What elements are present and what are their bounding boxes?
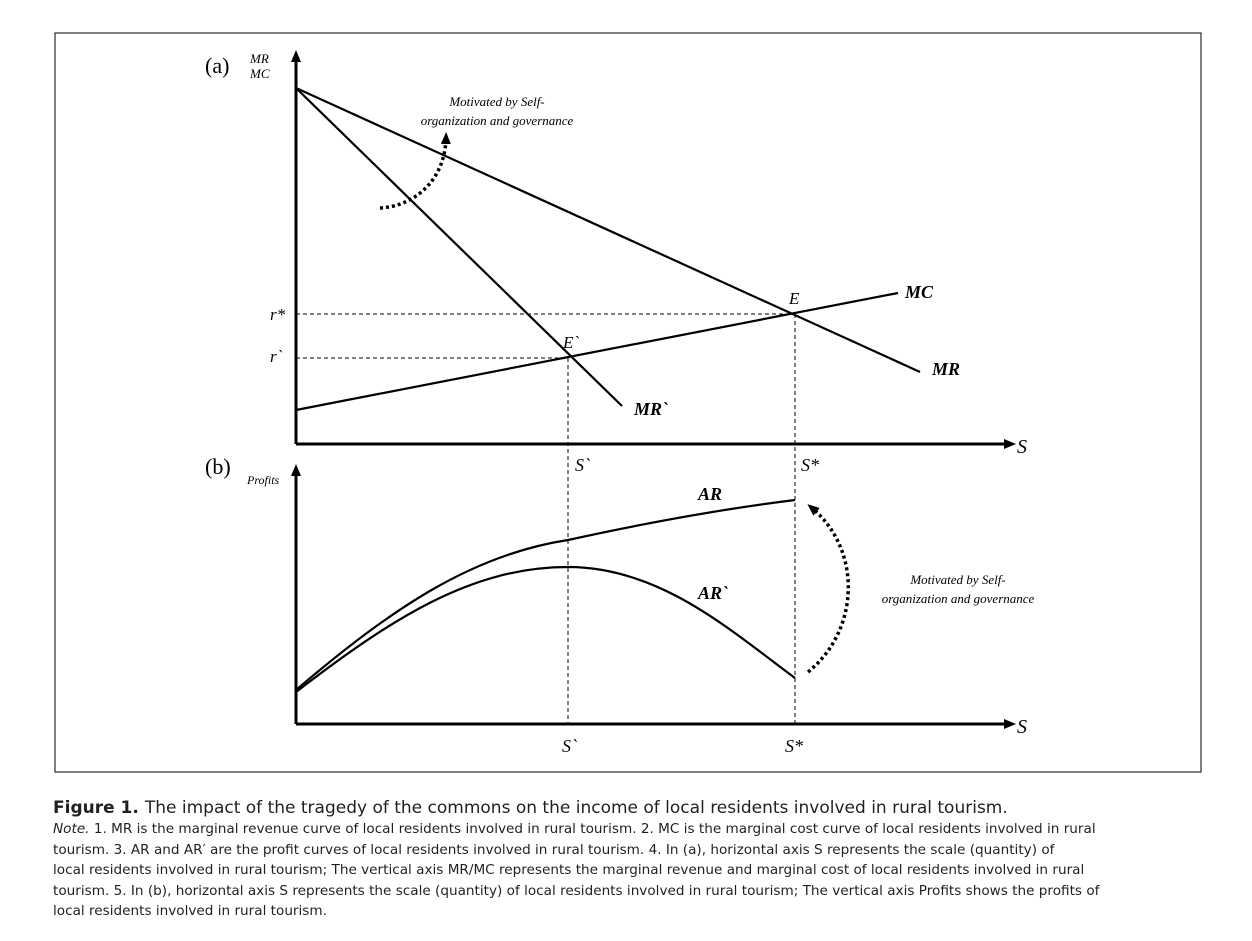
dotted-arrow-b [806, 504, 850, 674]
figure-diagram: (a) MR MC S r* r` E E` MC MR MR` S` S* M… [54, 32, 1202, 773]
r-prime-label: r` [270, 347, 283, 366]
mc-curve [295, 291, 899, 412]
y-axis-label-mr: MR [249, 51, 269, 66]
s-star-tick-b: S* [785, 736, 803, 756]
mr-prime-label: MR` [633, 399, 668, 419]
note-line: tourism. 3. AR and AR′ are the profit cu… [53, 841, 1055, 858]
caption-title: Figure 1. The impact of the tragedy of th… [53, 797, 1213, 819]
y-axis-label-mc: MC [249, 66, 270, 81]
r-star-label: r* [270, 305, 286, 324]
ar-prime-curve [295, 565, 796, 693]
figure-caption: Figure 1. The impact of the tragedy of th… [53, 797, 1213, 922]
ar-label: AR [697, 484, 722, 504]
note-line: local residents involved in rural touris… [53, 862, 1085, 879]
annotation-b-line1: Motivated by Self- [909, 572, 1005, 587]
s-prime-tick-a: S` [575, 455, 590, 475]
panel-a-label: (a) [205, 53, 229, 78]
e-prime-label: E` [562, 333, 579, 352]
x-axis-label-b: S [1017, 716, 1027, 738]
annotation-a-line1: Motivated by Self- [448, 94, 544, 109]
mr-curve [295, 86, 921, 374]
s-prime-tick-b: S` [562, 736, 577, 756]
figure-frame [54, 32, 1202, 773]
mr-prime-curve [295, 87, 623, 407]
ar-curve [295, 498, 796, 691]
panel-b: (b) Profits S AR AR` Motivated by Self- … [205, 454, 1035, 756]
annotation-b-line2: organization and governance [882, 591, 1035, 606]
e-label: E [788, 289, 800, 308]
ar-prime-label: AR` [697, 583, 728, 603]
note-label: Note. [53, 821, 90, 837]
caption-note: Note. 1. MR is the marginal revenue curv… [53, 819, 1213, 922]
s-star-tick-a: S* [801, 455, 819, 475]
note-line: local residents involved in rural touris… [53, 903, 327, 920]
panel-a: (a) MR MC S r* r` E E` MC MR MR` S` S* M… [205, 50, 1027, 724]
figure-number: Figure 1. [53, 798, 139, 818]
mr-label: MR [931, 359, 960, 379]
annotation-a-line2: organization and governance [421, 113, 574, 128]
figure-title: The impact of the tragedy of the commons… [144, 798, 1008, 818]
dotted-arrow-a [379, 132, 451, 210]
note-line: 1. MR is the marginal revenue curve of l… [89, 821, 1096, 837]
mc-label: MC [904, 282, 934, 302]
y-axis-label-profits: Profits [246, 473, 280, 487]
x-axis-label-a: S [1017, 436, 1027, 458]
note-line: tourism. 5. In (b), horizontal axis S re… [53, 882, 1100, 899]
panel-b-label: (b) [205, 454, 231, 479]
